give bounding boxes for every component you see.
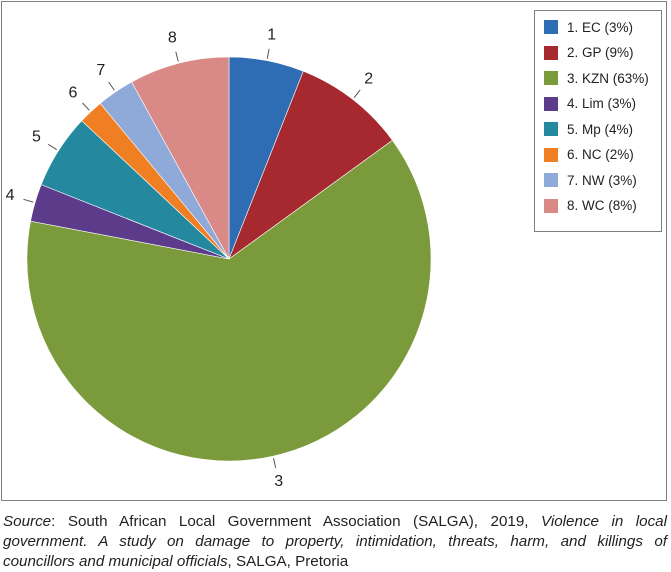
leader-line-7 (108, 81, 115, 91)
legend-label-7: 7. NW (3%) (567, 172, 637, 188)
leader-line-2 (353, 89, 361, 99)
legend-label-4: 4. Lim (3%) (567, 96, 637, 111)
legend-item-5: 5. Mp (4%) (544, 120, 633, 138)
legend-item-8: 8. WC (8%) (544, 197, 637, 215)
legend-item-1: 1. EC (3%) (544, 18, 633, 36)
slice-number-label-2: 2 (364, 70, 373, 87)
slice-number-label-5: 5 (32, 128, 41, 145)
leader-line-1 (266, 48, 270, 59)
legend-label-3: 3. KZN (63%) (567, 70, 649, 86)
caption-title-1: Violence in local (541, 513, 667, 530)
pie-chart: 1 2 3 4 5 6 7 8 (6, 27, 432, 490)
legend-label-2: 2. GP (9%) (567, 45, 634, 60)
slice-number-label-3: 3 (274, 473, 283, 490)
legend-item-4: 4. Lim (3%) (544, 95, 636, 113)
legend-label-8: 8. WC (8%) (567, 198, 637, 213)
legend-swatch-7 (544, 173, 558, 187)
leader-line-5 (48, 143, 58, 151)
legend-item-6: 6. NC (2%) (544, 146, 634, 164)
leader-line-3 (273, 457, 277, 468)
legend-item-7: 7. NW (3%) (544, 171, 637, 189)
caption-line-1: Source: South African Local Government A… (3, 512, 667, 532)
source-label: Source (3, 513, 52, 530)
slice-number-label-1: 1 (267, 27, 276, 44)
slice-number-label-4: 4 (6, 187, 15, 204)
pie-slice-2 (228, 70, 393, 260)
slice-number-label-8: 8 (168, 30, 177, 47)
pie-slice-8 (131, 56, 230, 260)
legend-swatch-3 (544, 71, 558, 85)
caption-line-2: government. A study on damage to propert… (3, 532, 667, 552)
leader-line-4 (23, 198, 34, 203)
leader-line-6 (82, 102, 90, 111)
leader-line-8 (175, 51, 179, 62)
caption-title-2: government. A study on damage to propert… (3, 533, 667, 550)
legend-swatch-5 (544, 122, 558, 136)
legend: 1. EC (3%) 2. GP (9%) 3. KZN (63%) 4. Lim (… (534, 10, 662, 232)
legend-item-2: 2. GP (9%) (544, 44, 634, 62)
chart-frame: 1 2 3 4 5 6 7 8 1. EC (3%) 2. GP (9%) 3. KZN (63%… (1, 1, 667, 501)
source-caption: Source: South African Local Government A… (3, 512, 667, 572)
legend-swatch-1 (544, 20, 558, 34)
legend-swatch-4 (544, 96, 558, 111)
legend-swatch-2 (544, 45, 558, 60)
caption-title-3: councillors and municipal officials (3, 553, 228, 570)
legend-item-3: 3. KZN (63%) (544, 69, 649, 87)
legend-swatch-6 (544, 147, 558, 162)
caption-text-1: : South African Local Government Associa… (51, 513, 541, 530)
legend-label-1: 1. EC (3%) (567, 19, 634, 35)
legend-label-5: 5. Mp (4%) (567, 121, 634, 137)
pie-slice-3 (26, 139, 432, 462)
slice-number-label-6: 6 (68, 84, 77, 101)
caption-line-3: councillors and municipal officials, SAL… (3, 552, 667, 572)
caption-text-2: , SALGA, Pretoria (227, 553, 349, 570)
legend-label-6: 6. NC (2%) (567, 147, 634, 162)
legend-swatch-8 (544, 198, 558, 213)
slice-number-label-7: 7 (96, 62, 105, 79)
